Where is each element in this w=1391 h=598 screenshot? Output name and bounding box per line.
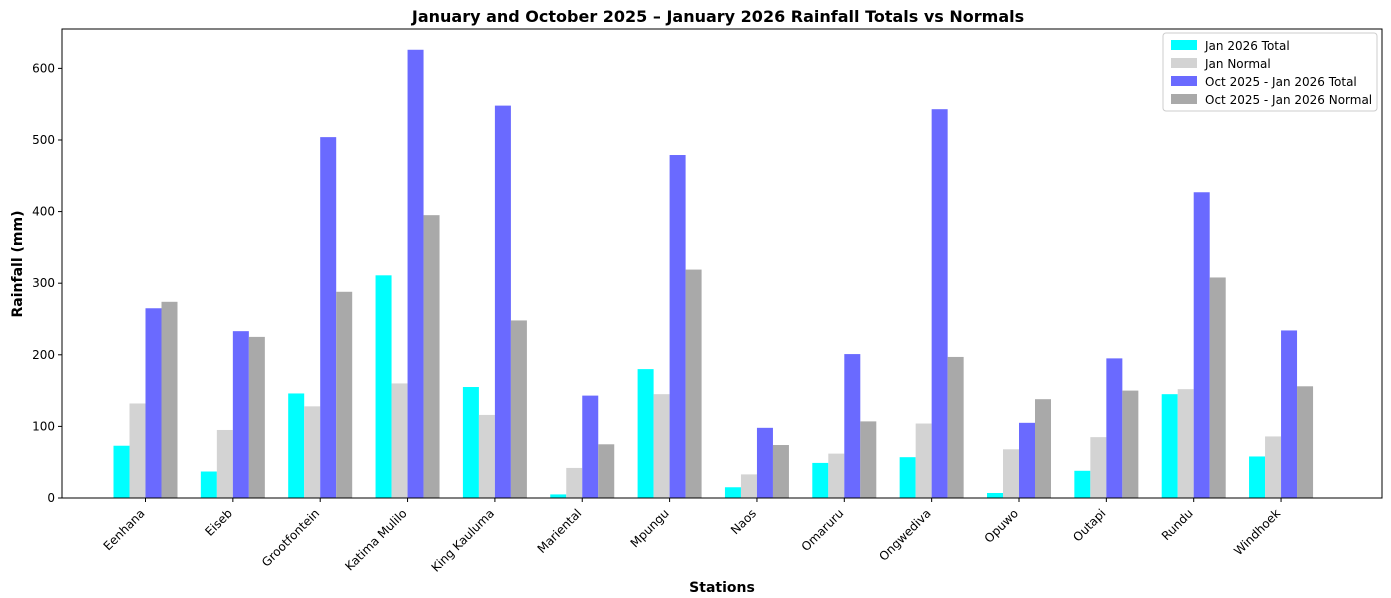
bar-windhoek-series-4 — [1297, 386, 1314, 498]
bar-omaruru-series-3 — [844, 354, 861, 498]
x-tick-label: King Kauluma — [429, 506, 497, 574]
bar-opuwo-series-1 — [987, 492, 1003, 498]
legend-swatch — [1171, 58, 1197, 68]
bar-eiseb-series-3 — [232, 331, 249, 498]
bar-rundu-series-1 — [1161, 394, 1178, 498]
y-tick-label: 600 — [32, 61, 55, 75]
bar-naos-series-1 — [724, 487, 741, 498]
legend-label: Jan 2026 Total — [1204, 39, 1290, 53]
bars-group — [113, 49, 1314, 499]
x-tick-label: Katima Mulilo — [342, 506, 409, 573]
bar-eenhana-series-2 — [129, 403, 146, 498]
bar-katima-mulilo-series-4 — [423, 215, 440, 498]
bar-windhoek-series-1 — [1249, 456, 1266, 498]
bar-ongwediva-series-4 — [947, 356, 964, 498]
y-tick-label: 0 — [47, 491, 55, 505]
y-axis-label: Rainfall (mm) — [10, 211, 26, 318]
x-tick-label: Opuwo — [982, 506, 1021, 545]
x-tick-label: Grootfontein — [259, 506, 322, 569]
bar-grootfontein-series-1 — [288, 393, 305, 498]
x-tick-label: Eiseb — [202, 506, 235, 539]
bar-outapi-series-2 — [1090, 437, 1107, 498]
bar-katima-mulilo-series-2 — [391, 383, 408, 498]
bar-omaruru-series-1 — [812, 462, 829, 498]
y-tick-label: 300 — [32, 276, 55, 290]
x-axis-label: Stations — [689, 580, 755, 596]
bar-eenhana-series-1 — [113, 445, 130, 498]
legend-label: Oct 2025 - Jan 2026 Total — [1205, 75, 1357, 89]
bar-mariental-series-4 — [598, 444, 615, 498]
bar-rundu-series-4 — [1209, 277, 1226, 498]
bar-outapi-series-4 — [1122, 390, 1139, 498]
x-axis: Eenhana Eiseb Grootfontein Katima Mulilo Kin… — [101, 498, 1283, 575]
y-tick-label: 100 — [32, 419, 55, 433]
x-tick-label: Naos — [728, 506, 759, 537]
legend-label: Oct 2025 - Jan 2026 Normal — [1205, 93, 1372, 107]
bar-king-kauluma-series-1 — [462, 387, 479, 498]
bar-grootfontein-series-4 — [336, 291, 353, 498]
bar-grootfontein-series-2 — [304, 406, 321, 498]
bar-mariental-series-2 — [566, 467, 583, 498]
legend-swatch — [1171, 40, 1197, 50]
bar-mariental-series-3 — [582, 395, 599, 498]
legend-swatch — [1171, 94, 1197, 104]
y-tick-label: 400 — [32, 205, 55, 219]
x-tick-label: Mariental — [535, 506, 585, 556]
bar-naos-series-2 — [740, 474, 757, 498]
bar-windhoek-series-3 — [1281, 330, 1298, 498]
bar-outapi-series-3 — [1106, 358, 1123, 498]
bar-naos-series-4 — [772, 445, 789, 498]
bar-king-kauluma-series-3 — [494, 105, 511, 498]
bar-omaruru-series-4 — [860, 421, 877, 498]
bar-katima-mulilo-series-1 — [375, 275, 392, 498]
plot-frame — [61, 28, 1383, 499]
legend-box — [1162, 32, 1378, 112]
y-tick-label: 200 — [32, 348, 55, 362]
bar-eenhana-series-4 — [161, 301, 178, 498]
bar-king-kauluma-series-4 — [510, 320, 527, 498]
bar-mariental-series-1 — [550, 494, 567, 498]
x-tick-label: Rundu — [1159, 506, 1196, 543]
bar-mpungu-series-1 — [637, 369, 654, 498]
x-tick-label: Mpungu — [628, 506, 672, 550]
x-tick-label: Windhoek — [1231, 506, 1283, 558]
bar-grootfontein-series-3 — [320, 137, 337, 498]
bar-mpungu-series-3 — [669, 155, 686, 499]
bar-rundu-series-2 — [1177, 389, 1194, 498]
bar-outapi-series-1 — [1074, 470, 1091, 498]
legend-swatch — [1171, 76, 1197, 86]
y-tick-label: 500 — [32, 133, 55, 147]
legend: Jan 2026 Total Jan Normal Oct 2025 - Jan 2… — [1162, 32, 1378, 112]
bar-opuwo-series-3 — [1019, 422, 1035, 498]
bar-mpungu-series-4 — [685, 269, 702, 498]
x-tick-label: Outapi — [1070, 506, 1108, 544]
bar-king-kauluma-series-2 — [478, 414, 495, 498]
y-axis: 0 100 200 300 400 500 600 — [32, 61, 62, 505]
bar-eiseb-series-1 — [200, 471, 217, 498]
legend-label: Jan Normal — [1204, 57, 1271, 71]
bar-eiseb-series-2 — [216, 429, 233, 498]
bar-mpungu-series-2 — [653, 394, 670, 498]
bar-rundu-series-3 — [1193, 192, 1210, 499]
x-tick-label: Eenhana — [101, 506, 148, 553]
bar-katima-mulilo-series-3 — [407, 49, 424, 498]
bar-ongwediva-series-2 — [915, 423, 932, 498]
chart-title: January and October 2025 – January 2026 … — [411, 7, 1024, 26]
bar-naos-series-3 — [756, 427, 773, 498]
bar-opuwo-series-2 — [1003, 449, 1019, 498]
bar-eiseb-series-4 — [248, 336, 265, 498]
x-tick-label: Ongwediva — [876, 506, 933, 563]
bar-ongwediva-series-3 — [931, 109, 948, 498]
bar-opuwo-series-4 — [1035, 399, 1051, 498]
bar-windhoek-series-2 — [1265, 436, 1282, 498]
bar-omaruru-series-2 — [828, 453, 845, 498]
x-tick-label: Omaruru — [799, 506, 847, 554]
bar-eenhana-series-3 — [145, 308, 162, 498]
bar-ongwediva-series-1 — [899, 457, 916, 498]
